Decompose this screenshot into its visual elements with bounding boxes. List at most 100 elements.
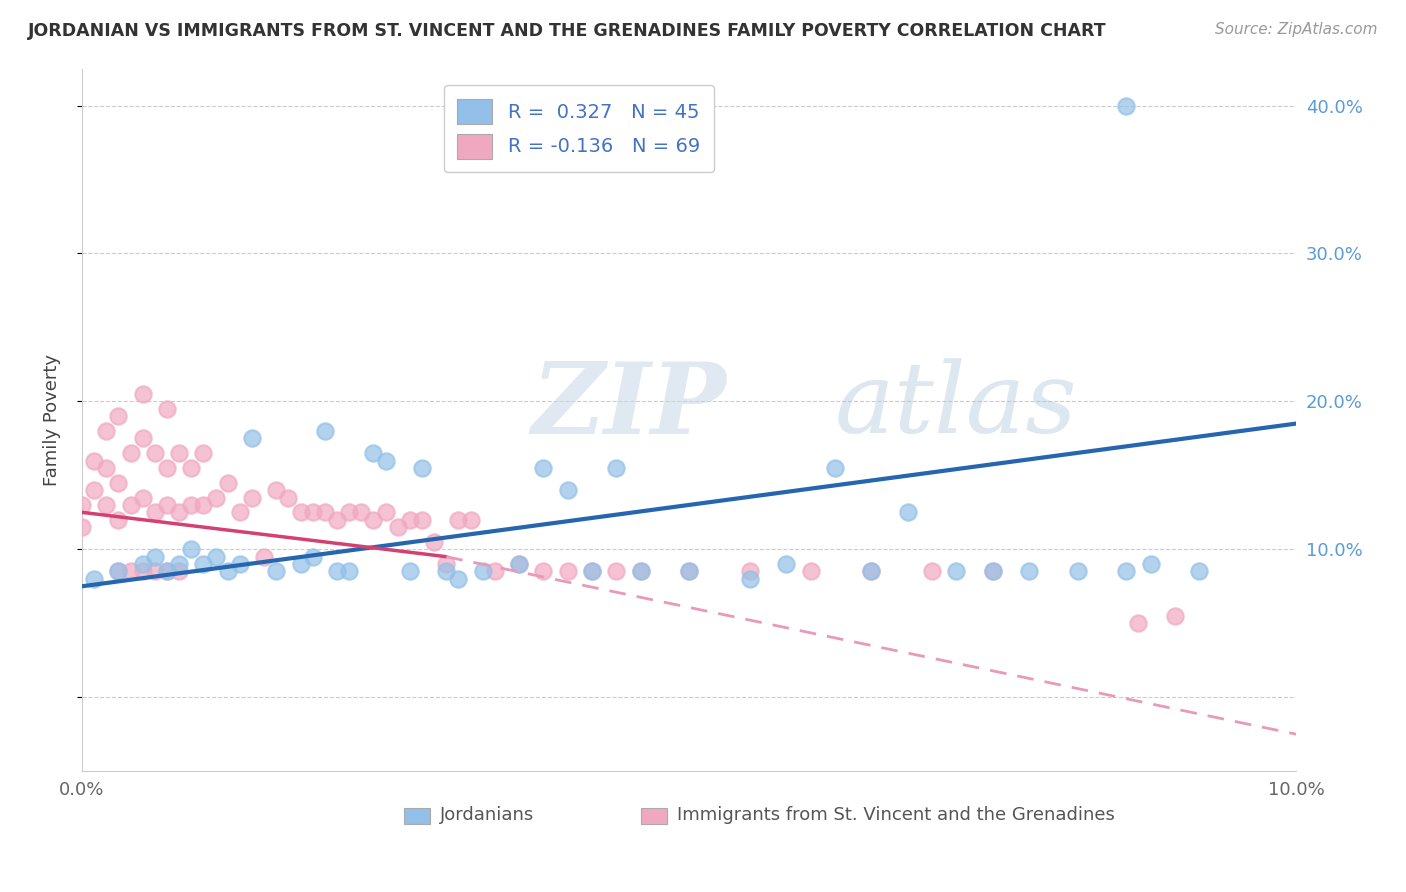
Point [290,505,312,519]
Point [775,557,797,571]
Point [398,513,420,527]
Point [107,565,129,579]
Point [143,549,166,564]
Point [1188,565,1211,579]
Point [678,565,700,579]
Point [180,461,202,475]
Point [131,557,153,571]
Point [301,549,323,564]
Point [167,557,190,571]
Point [143,565,166,579]
Point [156,565,179,579]
Point [253,549,276,564]
Point [131,431,153,445]
Point [1115,98,1137,112]
Point [180,542,202,557]
Point [314,424,336,438]
Point [96,424,118,438]
Point [411,513,433,527]
Point [1164,608,1187,623]
Text: atlas: atlas [835,359,1077,453]
Point [167,446,190,460]
Point [981,565,1004,579]
Y-axis label: Family Poverty: Family Poverty [44,354,60,486]
Point [156,461,179,475]
Text: Source: ZipAtlas.com: Source: ZipAtlas.com [1215,22,1378,37]
Point [824,461,846,475]
Point [156,498,179,512]
Point [314,505,336,519]
Point [107,513,129,527]
Point [193,557,215,571]
Point [1128,616,1150,631]
Point [229,557,252,571]
Point [411,461,433,475]
Point [581,565,603,579]
Point [508,557,530,571]
Point [326,513,349,527]
Point [484,565,506,579]
Point [471,565,494,579]
Point [557,565,579,579]
Point [738,572,761,586]
Point [107,475,129,490]
Point [156,565,179,579]
Point [581,565,603,579]
Legend: R =  0.327   N = 45, R = -0.136   N = 69: R = 0.327 N = 45, R = -0.136 N = 69 [444,86,714,172]
Point [921,565,943,579]
Point [799,565,821,579]
Point [363,446,385,460]
Point [83,453,105,467]
Point [217,565,239,579]
Point [1067,565,1090,579]
FancyBboxPatch shape [641,808,668,824]
Point [167,565,190,579]
Point [398,565,420,579]
Point [96,461,118,475]
Point [434,557,457,571]
Point [374,453,396,467]
Point [217,475,239,490]
Point [337,565,360,579]
Point [326,565,349,579]
Point [193,498,215,512]
Text: JORDANIAN VS IMMIGRANTS FROM ST. VINCENT AND THE GRENADINES FAMILY POVERTY CORRE: JORDANIAN VS IMMIGRANTS FROM ST. VINCENT… [28,22,1107,40]
Point [860,565,883,579]
Point [508,557,530,571]
Point [264,565,287,579]
Point [120,498,142,512]
Point [447,513,470,527]
Point [131,491,153,505]
Point [96,498,118,512]
Point [363,513,385,527]
Point [107,409,129,424]
Point [83,483,105,497]
Point [204,549,226,564]
Point [460,513,482,527]
Point [70,498,93,512]
Point [143,505,166,519]
Point [350,505,373,519]
Text: Jordanians: Jordanians [440,806,534,824]
Point [630,565,652,579]
Point [70,520,93,534]
Point [204,491,226,505]
Point [605,565,627,579]
Point [945,565,967,579]
Text: ZIP: ZIP [531,358,727,454]
Point [264,483,287,497]
Point [156,401,179,416]
Point [1115,565,1137,579]
Point [423,535,446,549]
Point [83,572,105,586]
Point [240,491,263,505]
Point [738,565,761,579]
Text: Immigrants from St. Vincent and the Grenadines: Immigrants from St. Vincent and the Gren… [676,806,1115,824]
Point [374,505,396,519]
Point [1018,565,1040,579]
Point [301,505,323,519]
Point [131,387,153,401]
Point [277,491,299,505]
Point [120,565,142,579]
FancyBboxPatch shape [404,808,430,824]
